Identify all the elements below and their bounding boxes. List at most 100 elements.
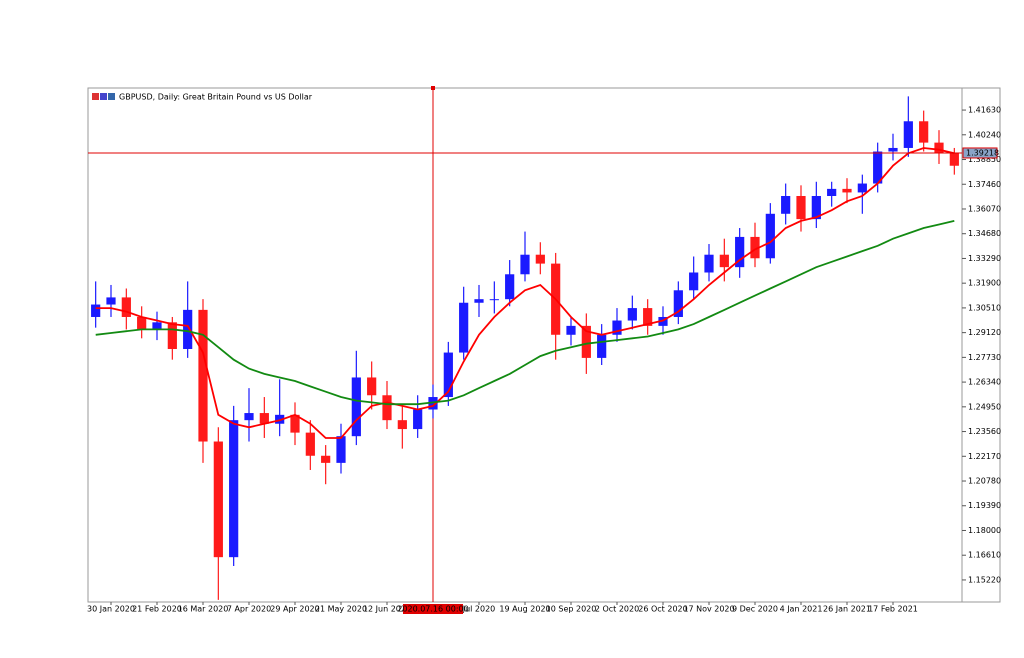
x-tick-label: 19 Aug 2020 (499, 605, 550, 614)
candle-body (949, 153, 959, 166)
y-tick-label: 1.20780 (968, 477, 1001, 486)
candle-body (229, 420, 239, 558)
icon-part (100, 93, 107, 100)
candle-body (842, 188, 852, 193)
y-tick-label: 1.40240 (968, 130, 1001, 139)
candle-body (259, 413, 269, 424)
x-tick-label: Jul 2020 (462, 605, 496, 614)
candle-body (443, 352, 453, 398)
candle-body (152, 322, 162, 330)
candle-body (336, 436, 346, 463)
icon-part (108, 93, 115, 100)
candle-body (903, 121, 913, 148)
x-tick-label: 12 Jun 2020 (363, 605, 411, 614)
candle-body (121, 297, 131, 317)
candle-body (919, 121, 929, 143)
x-tick-label: 26 Jan 2021 (823, 605, 871, 614)
candle-body (213, 441, 223, 558)
candle-body (719, 254, 729, 268)
candle-body (811, 195, 821, 220)
y-tick-label: 1.30510 (968, 303, 1001, 312)
crosshair-handle (431, 86, 435, 90)
x-tick-label: 10 Sep 2020 (546, 605, 597, 614)
x-tick-label: 2 Oct 2020 (595, 605, 639, 614)
candle-body (566, 325, 576, 335)
candle-body (873, 151, 883, 184)
candle-body (489, 299, 499, 301)
candle-body (704, 254, 714, 273)
x-tick-label: 9 Dec 2020 (732, 605, 778, 614)
candle-body (612, 320, 622, 335)
candle-body (750, 236, 760, 259)
candle-body (765, 213, 775, 259)
y-tick-label: 1.23560 (968, 427, 1001, 436)
candle-body (321, 455, 331, 463)
y-tick-label: 1.15220 (968, 575, 1001, 584)
x-tick-label: 21 Feb 2020 (132, 605, 182, 614)
x-tick-label: 4 Jan 2021 (780, 605, 823, 614)
candle-body (367, 377, 377, 396)
moving-average (95, 147, 955, 439)
price-tag-label: 1.39218 (966, 148, 999, 157)
moving-average (95, 220, 955, 406)
y-tick-label: 1.33290 (968, 254, 1001, 263)
x-tick-label: 7 Apr 2020 (227, 605, 271, 614)
candle-body (520, 254, 530, 275)
candle-body (290, 414, 300, 433)
candle-body (305, 432, 315, 456)
x-tick-label: 26 Oct 2020 (638, 605, 687, 614)
candle-body (735, 236, 745, 268)
candle-body (137, 316, 147, 330)
candle-body (505, 274, 515, 300)
candle-body (658, 316, 668, 326)
candle-body (627, 308, 637, 321)
candle-body (857, 183, 867, 193)
price-tag (962, 147, 998, 159)
candle-body (673, 290, 683, 317)
x-tick-label: 30 Jan 2020 (87, 605, 135, 614)
candle-body (796, 195, 806, 220)
time-tag (403, 604, 463, 614)
y-tick-label: 1.41630 (968, 106, 1001, 115)
candle-body (413, 409, 423, 430)
candle-body (167, 322, 177, 350)
x-tick-label: 17 Feb 2021 (868, 605, 918, 614)
y-tick-label: 1.38850 (968, 155, 1001, 164)
x-tick-label: 17 Nov 2020 (683, 605, 734, 614)
candle-body (781, 195, 791, 214)
y-tick-label: 1.22170 (968, 452, 1001, 461)
candle-body (397, 420, 407, 430)
candle-body (474, 299, 484, 303)
chart-frame (87, 87, 1001, 603)
candle-body (198, 309, 208, 442)
candle-body (106, 297, 116, 305)
candle-body (351, 377, 361, 437)
candle-body (459, 302, 469, 353)
y-tick-label: 1.37460 (968, 180, 1001, 189)
chart-title: GBPUSD, Daily: Great Britain Pound vs US… (119, 93, 313, 102)
candle-body (689, 272, 699, 291)
y-tick-label: 1.36070 (968, 204, 1001, 213)
y-tick-label: 1.26340 (968, 378, 1001, 387)
candle-body (888, 147, 898, 152)
x-tick-label: 16 Mar 2020 (178, 605, 229, 614)
y-tick-label: 1.29120 (968, 328, 1001, 337)
candle-body (934, 142, 944, 154)
symbol-icon (92, 93, 115, 100)
y-tick-label: 1.24950 (968, 402, 1001, 411)
x-tick-label: 29 Apr 2020 (270, 605, 319, 614)
y-tick-label: 1.19390 (968, 501, 1001, 510)
icon-part (92, 93, 99, 100)
candle-body (183, 309, 193, 350)
candle-body (827, 188, 837, 196)
y-tick-label: 1.27730 (968, 353, 1001, 362)
candle-body (535, 254, 545, 264)
x-tick-label: 21 May 2020 (315, 605, 367, 614)
candle-body (597, 334, 607, 358)
candle-body (91, 304, 101, 317)
y-tick-label: 1.16610 (968, 551, 1001, 560)
candle-body (382, 395, 392, 421)
candle-body (581, 325, 591, 358)
y-tick-label: 1.31900 (968, 279, 1001, 288)
